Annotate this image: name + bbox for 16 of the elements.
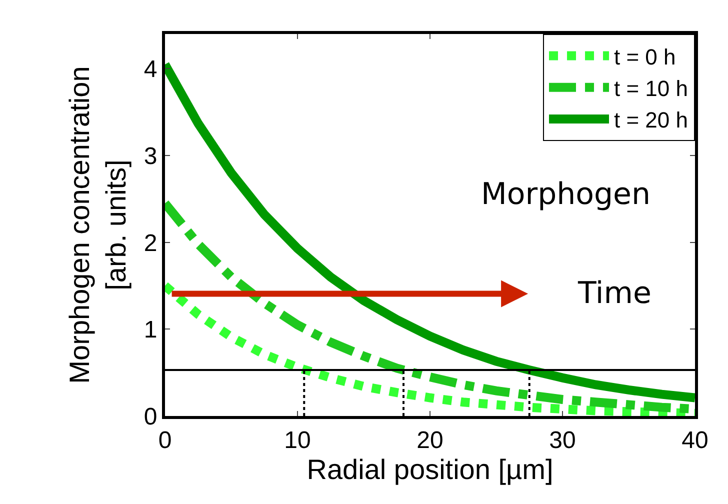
legend-label: t = 0 h [614,44,676,70]
x-tick-label: 40 [682,426,708,454]
y-tick-label: 1 [144,316,158,344]
y-tick-label: 4 [144,56,158,84]
legend-label: t = 20 h [614,108,688,133]
y-axis-title: Morphogen concentration [arb. units] [64,66,132,384]
legend-label: t = 10 h [614,76,688,101]
y-tick-label: 3 [144,142,158,170]
annotation: Morphogen [481,177,650,212]
x-tick-label: 10 [284,426,311,454]
x-tick-label: 30 [549,426,576,454]
x-axis-title: Radial position [µm] [306,454,554,485]
annotation: Time [577,276,652,311]
y-tick-label: 0 [144,403,158,430]
y-tick-label: 2 [144,230,158,257]
x-tick-label: 20 [416,426,444,454]
